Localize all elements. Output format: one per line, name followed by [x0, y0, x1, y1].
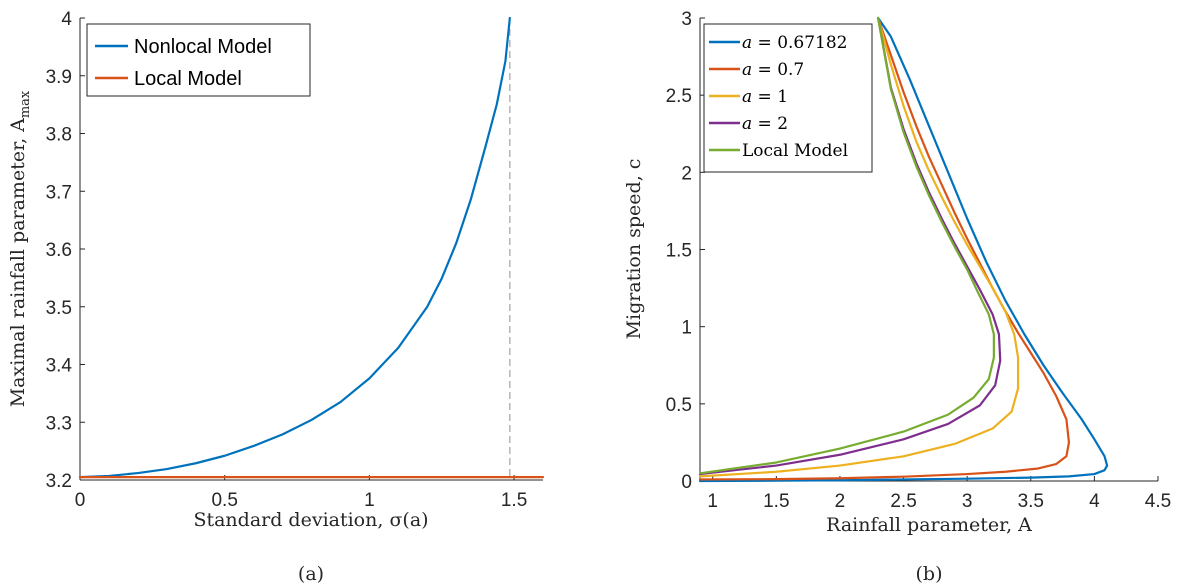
panel-a-y-axis-label: Maximal rainfall parameter, Amax: [7, 90, 33, 407]
panel-a-legend-box: [86, 23, 311, 97]
panel-b-x-tick-label: 4.5: [1145, 491, 1171, 512]
panel-b-legend-variable: a: [742, 114, 758, 134]
panel-a-legend-label-local: Local Model: [134, 68, 242, 90]
panel-a-legend: Nonlocal Model Local Model: [86, 23, 311, 97]
panel-a-y-tick-label: 4: [61, 9, 72, 30]
panel-b-y-tick-label: 0.5: [666, 395, 692, 416]
panel-a-x-tick-label: 1: [364, 490, 375, 511]
panel-a-series: [78, 16, 545, 479]
panel-a-y-tick-label: 3.5: [46, 298, 72, 319]
panel-b-x-tick-label: 1: [707, 491, 718, 512]
panel-a-y-tick-label: 3.8: [46, 125, 72, 146]
panel-a-x-ticks: 0 0.5 1 1.5: [75, 475, 527, 511]
panel-b-legend-variable: a: [742, 33, 758, 53]
panel-a-y-tick-label: 3.3: [46, 413, 72, 434]
panel-a-x-tick-label: 0: [75, 490, 86, 511]
panel-b-x-tick-label: 3: [962, 491, 973, 512]
panel-a-caption: (a): [298, 563, 324, 585]
panel-b-series-line-4: [698, 16, 995, 475]
panel-a-x-tick-label: 0.5: [211, 490, 237, 511]
panel-b-series-line-1: [698, 16, 1071, 481]
panel-b-x-axis-label: Rainfall parameter, A: [826, 514, 1032, 536]
panel-b-x-tick-label: 2: [835, 491, 846, 512]
panel-b-x-ticks: 1 1.5 2 2.5 3 3.5 4 4.5: [707, 476, 1171, 512]
panel-b-legend-variable: a: [742, 60, 758, 80]
panel-b-legend-variable: a: [742, 87, 758, 107]
panel-b-series-line-2: [698, 16, 1020, 478]
panel-b-legend-label-2: a = 1: [742, 87, 788, 107]
panel-b-legend-box: [703, 23, 873, 173]
panel-b-x-tick-label: 3.5: [1018, 491, 1044, 512]
panel-b-legend-label-0: a = 0.67182: [742, 33, 848, 53]
panel-a-y-tick-label: 3.9: [46, 67, 72, 88]
panel-b-legend-value: = 2: [758, 114, 788, 134]
panel-b-y-tick-label: 3: [681, 9, 692, 30]
panel-b-y-tick-label: 1.5: [666, 241, 692, 262]
panel-b-legend-value: = 0.67182: [758, 33, 848, 53]
panel-b-y-tick-label: 2: [681, 163, 692, 184]
panel-b-caption: (b): [916, 563, 943, 585]
panel-a-y-tick-label: 3.7: [46, 182, 72, 203]
panel-b-x-tick-label: 4: [1089, 491, 1100, 512]
panel-b-x-tick-label: 1.5: [763, 491, 789, 512]
panel-b-y-ticks: 0 0.5 1 1.5 2 2.5 3: [666, 9, 705, 493]
panel-b-legend-label-3: a = 2: [742, 114, 788, 134]
panel-b-y-tick-label: 0: [681, 472, 692, 493]
panel-a-y-tick-label: 3.6: [46, 240, 72, 261]
panel-a: 0 0.5 1 1.5 3.2 3.3 3.4 3.5 3.6 3.7 3.8 3.9 4 Stand…: [7, 9, 545, 585]
panel-a-y-tick-label: 3.2: [46, 471, 72, 492]
panel-a-series-line-0: [78, 16, 511, 479]
panel-a-y-axis-label-main: Maximal rainfall parameter, A: [7, 118, 29, 407]
panel-a-y-ticks: 3.2 3.3 3.4 3.5 3.6 3.7 3.8 3.9 4: [46, 9, 85, 492]
panel-b-x-tick-label: 2.5: [890, 491, 916, 512]
panel-b-y-axis-label: Migration speed, c: [623, 159, 645, 340]
panel-b-series-line-0: [698, 16, 1109, 483]
panel-a-x-axis-label: Standard deviation, σ(a): [193, 509, 428, 531]
panel-b-y-tick-label: 2.5: [666, 86, 692, 107]
panel-b-legend-value: Local Model: [742, 141, 848, 161]
panel-a-x-tick-label: 1.5: [501, 490, 527, 511]
panel-a-y-axis-label-subscript: max: [18, 90, 33, 118]
panel-b-legend-label-4: Local Model: [742, 141, 848, 161]
panel-b-legend-label-1: a = 0.7: [742, 60, 804, 80]
panel-b-y-tick-label: 1: [681, 318, 692, 339]
panel-b-legend-value: = 0.7: [758, 60, 805, 80]
panel-b-series: [698, 16, 1109, 483]
panel-a-legend-label-nonlocal: Nonlocal Model: [134, 36, 272, 58]
panel-b-legend-value: = 1: [758, 87, 788, 107]
panel-a-y-tick-label: 3.4: [46, 356, 73, 377]
panel-b: 1 1.5 2 2.5 3 3.5 4 4.5 0 0.5 1 1.5 2 2.5 3 Rainfall …: [623, 9, 1171, 585]
